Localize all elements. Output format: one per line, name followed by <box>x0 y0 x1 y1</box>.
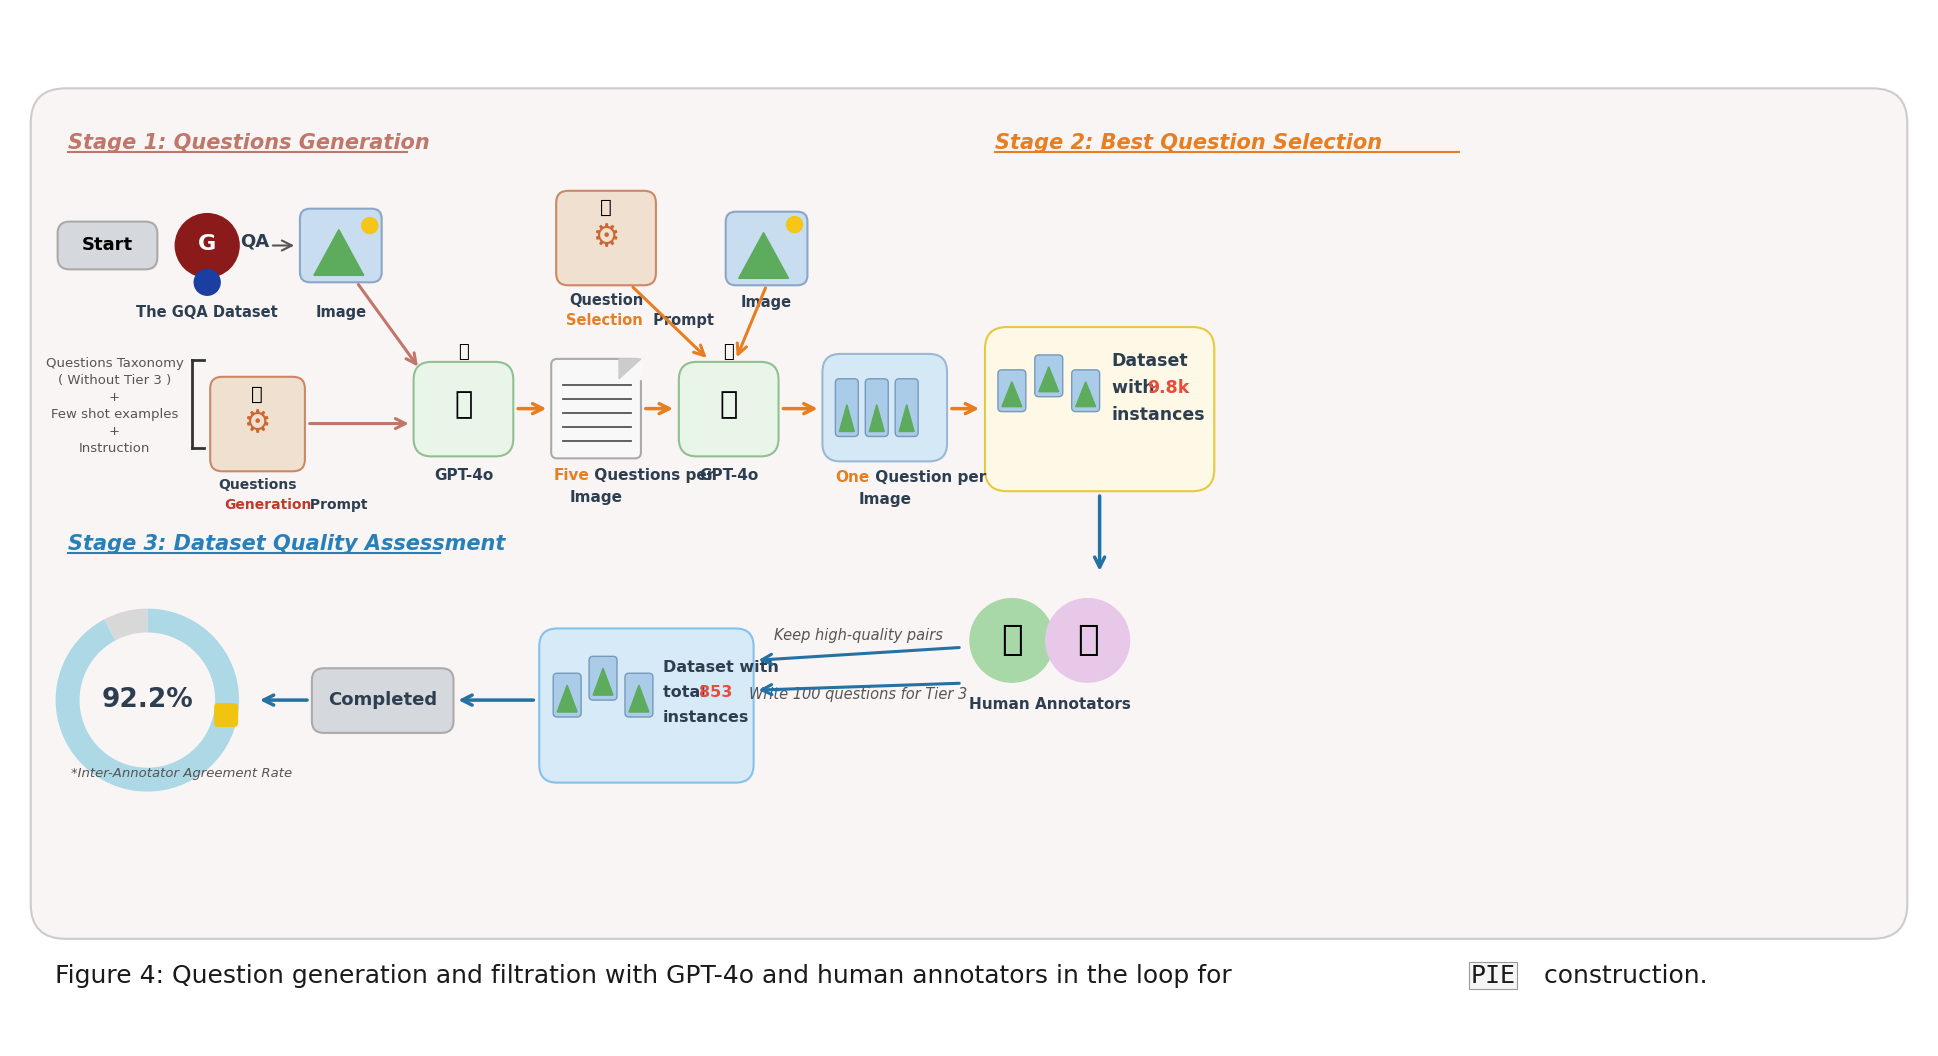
FancyBboxPatch shape <box>312 668 453 733</box>
Polygon shape <box>839 404 855 432</box>
Text: Stage 3: Dataset Quality Assessment: Stage 3: Dataset Quality Assessment <box>68 534 506 554</box>
FancyBboxPatch shape <box>1072 370 1099 412</box>
Text: *Inter-Annotator Agreement Rate: *Inter-Annotator Agreement Rate <box>70 767 293 779</box>
Text: Selection: Selection <box>566 314 643 328</box>
FancyBboxPatch shape <box>550 359 641 458</box>
FancyBboxPatch shape <box>556 191 655 285</box>
Text: Image: Image <box>316 305 366 320</box>
Circle shape <box>174 213 238 278</box>
Text: Questions: Questions <box>217 478 297 492</box>
Text: 🧑: 🧑 <box>1078 623 1099 658</box>
Text: Question: Question <box>570 294 643 308</box>
Text: 🧑: 🧑 <box>252 385 264 404</box>
Text: ⚙: ⚙ <box>593 223 620 252</box>
Text: Questions per: Questions per <box>589 468 715 484</box>
Text: 🌱: 🌱 <box>723 343 735 361</box>
FancyBboxPatch shape <box>215 703 238 727</box>
Text: 9.8k: 9.8k <box>1147 379 1190 397</box>
Polygon shape <box>618 359 641 379</box>
Text: construction.: construction. <box>1537 964 1707 987</box>
Text: Figure 4: Question generation and filtration with GPT-4o and human annotators in: Figure 4: Question generation and filtra… <box>54 964 1240 987</box>
Text: total: total <box>663 685 711 700</box>
Polygon shape <box>1076 382 1095 407</box>
Text: PIE: PIE <box>1471 964 1516 987</box>
Text: Keep high-quality pairs: Keep high-quality pairs <box>773 628 942 643</box>
Text: Questions Taxonomy
( Without Tier 3 )
+
Few shot examples
+
Instruction: Questions Taxonomy ( Without Tier 3 ) + … <box>45 357 184 455</box>
Polygon shape <box>870 404 884 432</box>
Text: Image: Image <box>859 492 911 507</box>
Circle shape <box>971 599 1054 682</box>
Circle shape <box>787 216 802 232</box>
Text: Image: Image <box>570 490 622 505</box>
FancyBboxPatch shape <box>552 674 581 717</box>
FancyBboxPatch shape <box>678 362 779 456</box>
Text: Start: Start <box>81 237 134 254</box>
Text: Stage 2: Best Question Selection: Stage 2: Best Question Selection <box>994 133 1382 153</box>
FancyBboxPatch shape <box>895 379 919 436</box>
Polygon shape <box>1002 382 1021 407</box>
Text: Prompt: Prompt <box>647 314 713 328</box>
FancyBboxPatch shape <box>539 628 754 782</box>
Text: QA: QA <box>240 232 269 250</box>
FancyBboxPatch shape <box>589 657 616 700</box>
FancyBboxPatch shape <box>624 674 653 717</box>
Text: Prompt: Prompt <box>304 498 368 512</box>
FancyBboxPatch shape <box>300 209 382 282</box>
Text: The GQA Dataset: The GQA Dataset <box>136 305 277 320</box>
Circle shape <box>1047 599 1130 682</box>
FancyBboxPatch shape <box>725 211 808 285</box>
FancyBboxPatch shape <box>822 354 948 461</box>
Polygon shape <box>593 668 612 695</box>
Text: with: with <box>1112 379 1161 397</box>
Circle shape <box>362 218 378 233</box>
Text: Stage 1: Questions Generation: Stage 1: Questions Generation <box>68 133 430 153</box>
Text: 🧑: 🧑 <box>1002 623 1023 658</box>
FancyBboxPatch shape <box>864 379 888 436</box>
Polygon shape <box>1039 366 1058 392</box>
Polygon shape <box>558 685 578 712</box>
FancyBboxPatch shape <box>985 327 1215 491</box>
Text: G: G <box>198 233 217 253</box>
Text: 853: 853 <box>700 685 733 700</box>
Text: Image: Image <box>740 296 793 310</box>
FancyBboxPatch shape <box>209 377 304 471</box>
Polygon shape <box>899 404 915 432</box>
Text: Question per: Question per <box>870 470 986 486</box>
Polygon shape <box>618 359 641 379</box>
Text: Dataset with: Dataset with <box>663 660 779 675</box>
Wedge shape <box>56 608 238 792</box>
FancyBboxPatch shape <box>1035 355 1062 397</box>
FancyBboxPatch shape <box>998 370 1025 412</box>
FancyBboxPatch shape <box>413 362 514 456</box>
Text: Generation: Generation <box>225 498 312 512</box>
FancyBboxPatch shape <box>31 89 1907 939</box>
FancyBboxPatch shape <box>835 379 859 436</box>
Text: ⚙: ⚙ <box>244 409 271 438</box>
FancyBboxPatch shape <box>58 222 157 269</box>
Text: Write 100 questions for Tier 3: Write 100 questions for Tier 3 <box>750 687 967 702</box>
Text: GPT-4o: GPT-4o <box>434 468 492 484</box>
Text: One: One <box>835 470 870 486</box>
Text: instances: instances <box>1112 406 1205 423</box>
Text: 92.2%: 92.2% <box>101 687 194 713</box>
Text: instances: instances <box>663 710 750 725</box>
Text: Completed: Completed <box>328 691 438 709</box>
Polygon shape <box>314 229 364 276</box>
Text: Human Annotators: Human Annotators <box>969 697 1130 712</box>
Polygon shape <box>630 685 649 712</box>
Text: 🧑: 🧑 <box>601 199 612 218</box>
Text: GPT-4o: GPT-4o <box>700 468 758 484</box>
Text: 🌱: 🌱 <box>457 343 469 361</box>
Text: Five: Five <box>552 468 589 484</box>
Circle shape <box>194 269 221 296</box>
Text: 🤖: 🤖 <box>719 390 738 419</box>
Text: Dataset: Dataset <box>1112 352 1188 370</box>
Text: 🤖: 🤖 <box>453 390 473 419</box>
Polygon shape <box>738 232 789 279</box>
Wedge shape <box>105 608 147 640</box>
